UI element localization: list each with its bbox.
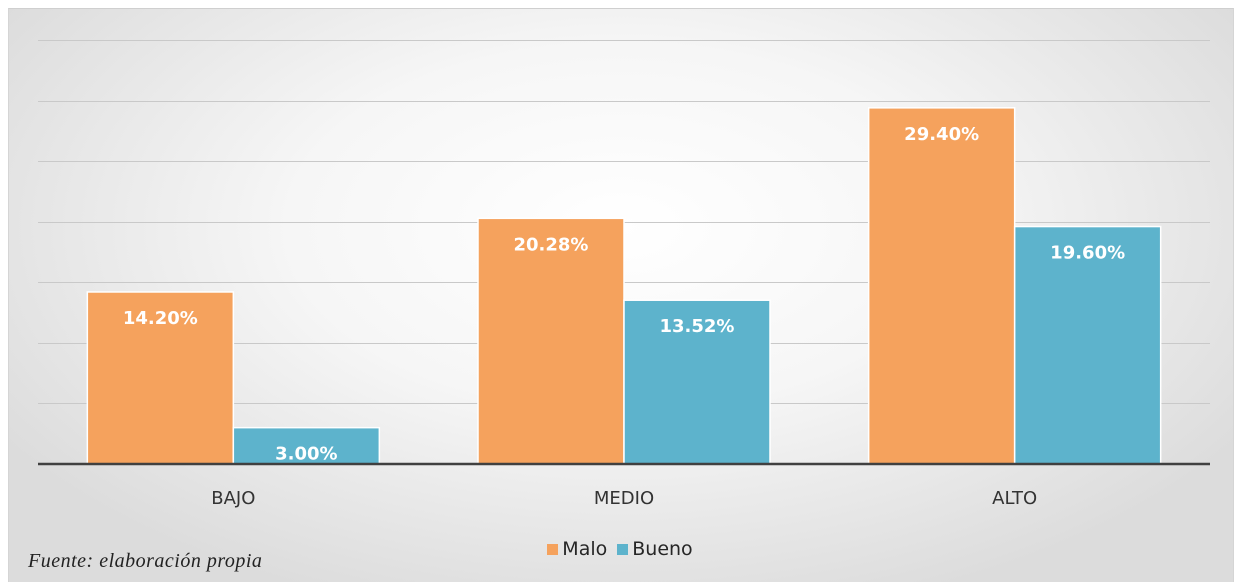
x-tick-label: MEDIO [594,488,654,509]
data-label: 20.28% [514,234,589,255]
x-tick-label: BAJO [211,488,255,509]
bar-malo-bajo [86,291,235,465]
legend-label-bueno: Bueno [632,538,693,560]
bar-bueno-medio [623,299,771,465]
legend-item-bueno: Bueno [617,538,693,560]
legend-swatch-malo [547,543,559,555]
legend-item-malo: Malo [547,538,607,560]
source-note: Fuente: elaboración propia [28,550,263,572]
bar-bueno-alto [1013,225,1162,465]
legend-swatch-bueno [617,543,629,555]
bar-bueno-bajo [232,426,381,465]
data-label: 19.60% [1050,243,1125,264]
x-tick-label: ALTO [992,488,1037,509]
bar-malo-alto [867,107,1016,465]
bar-malo-medio [477,217,625,465]
data-label: 14.20% [123,308,198,329]
legend-label-malo: Malo [562,538,608,560]
data-label: 29.40% [904,124,979,145]
data-label: 3.00% [275,444,337,465]
chart-legend: Malo Bueno [0,536,1240,562]
data-label: 13.52% [660,316,735,337]
